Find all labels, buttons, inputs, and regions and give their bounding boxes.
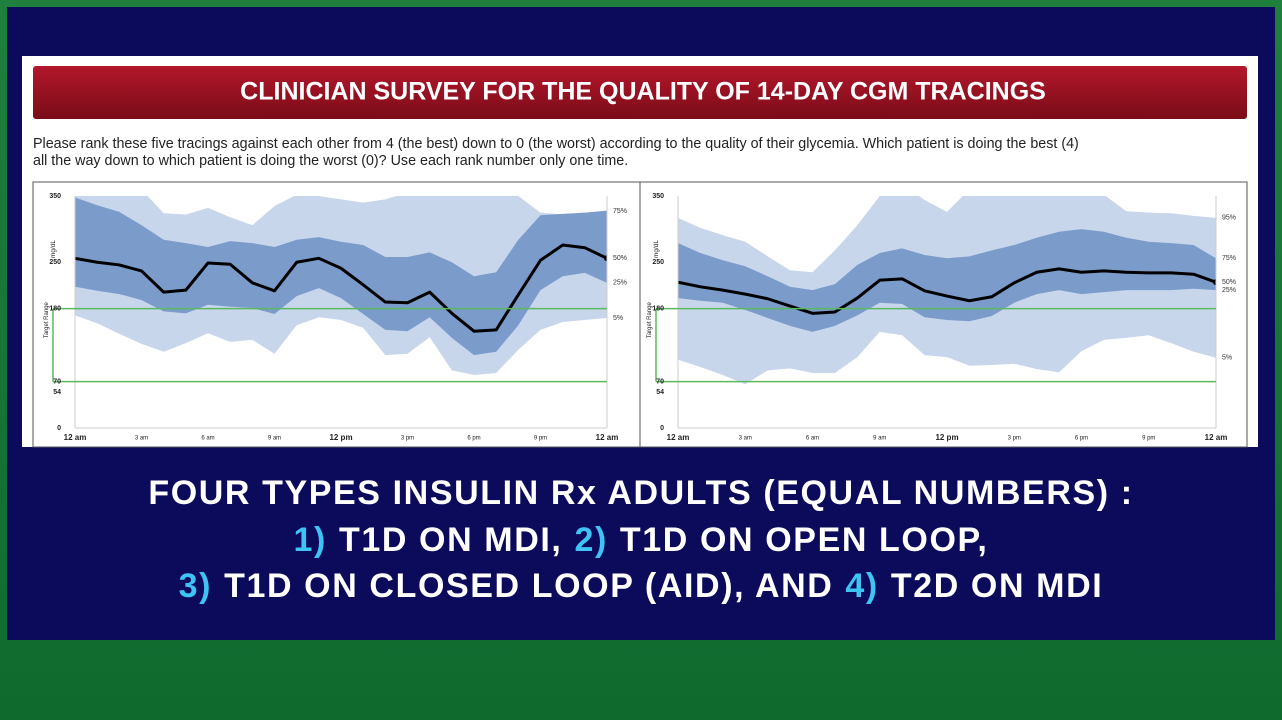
median-line xyxy=(75,243,607,333)
median-line xyxy=(678,267,1216,315)
percentile-label: 50% xyxy=(613,255,627,262)
y-tick-label: 180 xyxy=(49,306,61,313)
survey-title: CLINICIAN SURVEY FOR THE QUALITY OF 14-D… xyxy=(240,78,1046,106)
instruction-line: all the way down to which patient is doi… xyxy=(33,153,628,169)
x-tick-label: 12 pm xyxy=(935,433,958,442)
item-text: T2D ON MDI xyxy=(891,567,1103,605)
percentile-label: 50% xyxy=(1222,279,1236,286)
percentile-label: 5% xyxy=(1222,355,1232,362)
plot xyxy=(75,196,607,375)
caption-line: FOUR TYPES INSULIN Rx ADULTS (EQUAL NUMB… xyxy=(148,474,1133,512)
x-tick-label: 3 am xyxy=(739,436,752,442)
percentile-label: 75% xyxy=(1222,255,1236,262)
x-tick-label: 9 pm xyxy=(534,436,547,442)
item-number: 2) xyxy=(574,521,607,559)
percentile-band xyxy=(75,197,607,356)
y-tick-label: 0 xyxy=(57,425,61,432)
median-end xyxy=(604,255,607,262)
x-tick-label: 3 pm xyxy=(1008,436,1021,442)
y-tick-label: 54 xyxy=(656,389,664,396)
x-tick-label: 3 pm xyxy=(401,436,414,442)
percentile-label: 5% xyxy=(613,315,623,322)
item-text: T1D ON CLOSED LOOP (AID), AND xyxy=(224,567,833,605)
x-tick-label: 3 am xyxy=(135,436,148,442)
y-tick-label: 250 xyxy=(49,259,61,266)
percentile-label: 25% xyxy=(613,280,627,287)
x-tick-label: 9 pm xyxy=(1142,436,1155,442)
x-tick-label: 12 am xyxy=(667,433,690,442)
item-text: T1D ON OPEN LOOP, xyxy=(620,521,989,559)
target-label: Target Range xyxy=(647,301,653,338)
caption-line: 1) T1D ON MDI, 2) T1D ON OPEN LOOP, xyxy=(294,521,989,559)
x-tick-label: 12 pm xyxy=(329,433,352,442)
x-tick-label: 9 am xyxy=(268,436,281,442)
caption-line: 3) T1D ON CLOSED LOOP (AID), AND 4) T2D ON … xyxy=(179,567,1104,605)
y-axis-label: mg/dL xyxy=(50,240,57,258)
instruction-line: Please rank these five tracings against … xyxy=(33,136,1079,152)
percentile-band xyxy=(678,229,1216,332)
y-tick-label: 180 xyxy=(652,306,664,313)
plot xyxy=(678,196,1216,385)
y-tick-label: 70 xyxy=(53,378,61,385)
item-number: 1) xyxy=(294,521,327,559)
x-tick-label: 9 am xyxy=(873,436,886,442)
y-tick-label: 350 xyxy=(49,193,61,200)
item-number: 3) xyxy=(179,567,212,605)
x-tick-label: 6 am xyxy=(806,436,819,442)
header-bar xyxy=(33,66,1247,119)
item-text: T1D ON MDI, xyxy=(339,521,563,559)
y-tick-label: 54 xyxy=(53,389,61,396)
percentile-label: 25% xyxy=(1222,287,1236,294)
x-tick-label: 6 am xyxy=(201,436,214,442)
y-axis-label: mg/dL xyxy=(653,240,660,258)
median-end xyxy=(1213,279,1216,286)
y-tick-label: 350 xyxy=(652,193,664,200)
y-tick-label: 70 xyxy=(656,378,664,385)
y-tick-label: 250 xyxy=(652,259,664,266)
item-number: 4) xyxy=(845,567,878,605)
chart-frame xyxy=(639,181,1248,448)
x-tick-label: 12 am xyxy=(1205,433,1228,442)
y-tick-label: 0 xyxy=(660,425,664,432)
target-label: Target Range xyxy=(44,301,50,338)
x-tick-label: 12 am xyxy=(596,433,619,442)
x-tick-label: 6 pm xyxy=(1075,436,1088,442)
x-tick-label: 6 pm xyxy=(467,436,480,442)
percentile-label: 75% xyxy=(613,208,627,215)
x-tick-label: 12 am xyxy=(64,433,87,442)
percentile-label: 95% xyxy=(1222,215,1236,222)
